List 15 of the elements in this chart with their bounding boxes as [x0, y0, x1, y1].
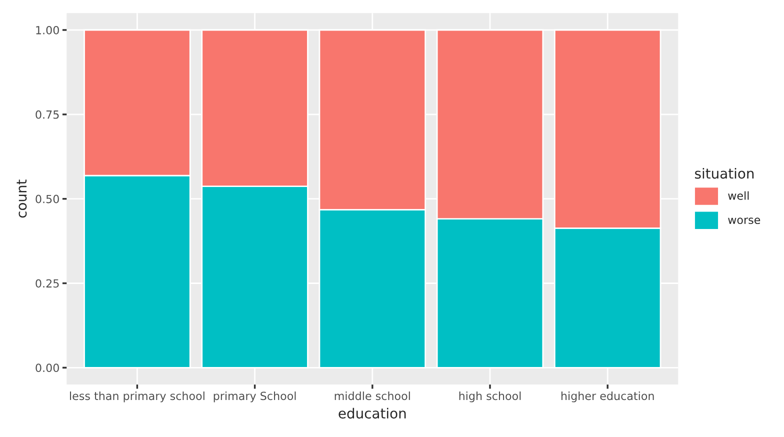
x-tick-label: less than primary school: [70, 392, 204, 402]
y-tick-label: 1.00: [36, 26, 59, 34]
x-tick-label: high school: [459, 392, 521, 402]
x-tick-label: higher education: [561, 392, 654, 402]
y-tick-label: 0.75: [36, 110, 59, 119]
x-axis-title: education: [338, 408, 406, 419]
y-tick-label: 0.50: [36, 194, 59, 204]
x-tick-label: middle school: [334, 392, 410, 400]
y-tick-label: 0.25: [36, 279, 59, 288]
legend-label: worse: [728, 218, 760, 224]
legend-title: situation: [695, 168, 754, 179]
x-tick-label: primary School: [214, 392, 296, 402]
y-tick-label: 0.00: [36, 364, 59, 372]
y-axis-title: count: [16, 180, 27, 218]
legend-label: well: [728, 191, 749, 200]
